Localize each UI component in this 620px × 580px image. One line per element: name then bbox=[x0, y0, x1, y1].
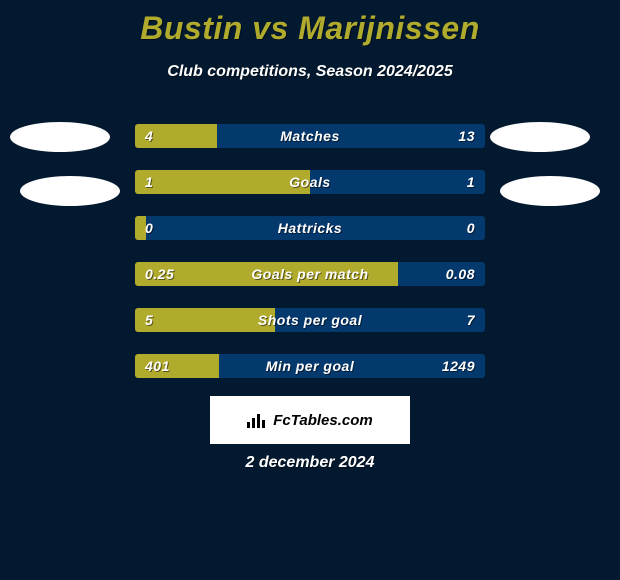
source-badge: FcTables.com bbox=[210, 396, 410, 444]
stat-label: Goals per match bbox=[135, 262, 485, 286]
stat-label: Matches bbox=[135, 124, 485, 148]
match-title: Bustin vs Marijnissen bbox=[0, 0, 620, 47]
club-logo-placeholder bbox=[500, 176, 600, 206]
stat-row: 00Hattricks bbox=[135, 216, 485, 240]
date-text: 2 december 2024 bbox=[0, 454, 620, 472]
bars-icon bbox=[247, 412, 267, 428]
stat-row: 4011249Min per goal bbox=[135, 354, 485, 378]
club-logo-placeholder bbox=[10, 122, 110, 152]
club-logo-placeholder bbox=[490, 122, 590, 152]
comparison-card: Bustin vs Marijnissen Club competitions,… bbox=[0, 0, 620, 580]
stat-row: 413Matches bbox=[135, 124, 485, 148]
source-text: FcTables.com bbox=[273, 412, 372, 429]
stat-label: Shots per goal bbox=[135, 308, 485, 332]
stat-bars: 413Matches 11Goals 00Hattricks 0.250.08Goal… bbox=[0, 124, 620, 400]
stat-label: Hattricks bbox=[135, 216, 485, 240]
stat-label: Min per goal bbox=[135, 354, 485, 378]
stat-row: 57Shots per goal bbox=[135, 308, 485, 332]
stat-row: 11Goals bbox=[135, 170, 485, 194]
stat-row: 0.250.08Goals per match bbox=[135, 262, 485, 286]
club-logo-placeholder bbox=[20, 176, 120, 206]
stat-label: Goals bbox=[135, 170, 485, 194]
subtitle: Club competitions, Season 2024/2025 bbox=[0, 63, 620, 81]
